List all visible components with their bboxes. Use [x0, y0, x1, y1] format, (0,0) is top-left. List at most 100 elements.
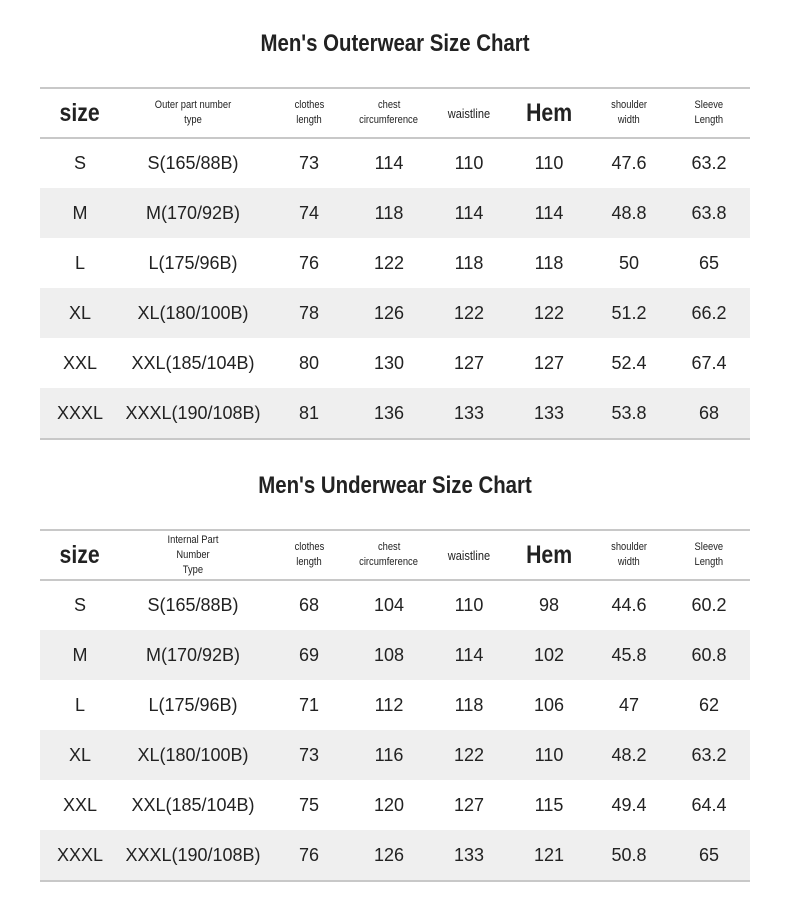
header-text: Outer part number type [154, 99, 232, 126]
data-cell: 68 [298, 594, 320, 615]
data-cell: 76 [298, 844, 320, 865]
header-text: Sleeve [694, 99, 724, 111]
header-text: width [618, 556, 640, 568]
data-cell: 76 [298, 252, 320, 273]
header-cell: size [30, 88, 130, 138]
rule [40, 579, 750, 581]
data-cell: M [72, 202, 88, 223]
data-cell: 114 [454, 202, 484, 223]
header-cell: clothes length [259, 530, 359, 580]
data-cell: 49.4 [611, 794, 647, 815]
data-cell: 68 [698, 402, 720, 423]
data-cell: 110 [454, 594, 484, 615]
data-cell: 116 [374, 744, 404, 765]
data-cell: 64.4 [691, 794, 727, 815]
data-cell: 110 [534, 152, 564, 173]
rule [40, 87, 750, 89]
header-text: clothes [294, 99, 324, 111]
header-cell: clothes length [259, 88, 359, 138]
data-cell: 121 [533, 844, 565, 865]
data-cell: 136 [373, 402, 405, 423]
row-band [40, 188, 750, 238]
header-text: Sleeve [694, 541, 724, 553]
data-cell: XL(180/100B) [137, 744, 249, 765]
header-text: chest [377, 541, 401, 553]
data-cell: 118 [374, 202, 404, 223]
header-cell: Sleeve Length [659, 88, 759, 138]
header-text: Hem [525, 540, 573, 569]
data-cell: XL [68, 302, 92, 323]
data-cell: 108 [373, 644, 405, 665]
data-cell: 110 [534, 744, 564, 765]
header-text: circumference [359, 114, 419, 126]
data-cell: 67.4 [691, 352, 727, 373]
data-cell: 122 [533, 302, 565, 323]
header-cell: Outer part number type [143, 88, 243, 138]
data-cell: 118 [534, 252, 564, 273]
table-title: Men's Outerwear Size Chart [260, 30, 530, 57]
data-cell: 73 [298, 152, 320, 173]
data-cell: 110 [454, 152, 484, 173]
header-text: circumference [359, 556, 419, 568]
data-cell: 73 [298, 744, 320, 765]
header-cell: Hem [499, 530, 599, 580]
data-cell: 69 [298, 644, 320, 665]
data-cell: 62 [698, 694, 720, 715]
data-cell: XXL(185/104B) [131, 352, 255, 373]
header-cell: chest circumference [339, 88, 439, 138]
data-cell: 133 [533, 402, 565, 423]
header-text: clothes [294, 541, 324, 553]
data-cell: XXL(185/104B) [131, 794, 255, 815]
data-cell: 65 [698, 844, 720, 865]
data-cell: S(165/88B) [147, 152, 239, 173]
row-band [40, 630, 750, 680]
data-cell: XL [68, 744, 92, 765]
data-cell: 74 [298, 202, 320, 223]
data-cell: 63.8 [691, 202, 727, 223]
data-cell: 126 [373, 844, 405, 865]
data-cell: 63.2 [691, 744, 727, 765]
header-text: size [59, 98, 101, 127]
data-cell: 71 [298, 694, 320, 715]
header-text: Hem [525, 98, 573, 127]
data-cell: M(170/92B) [145, 202, 241, 223]
header-text: Length [694, 114, 724, 126]
data-cell: 115 [534, 794, 564, 815]
data-cell: 114 [374, 152, 404, 173]
data-cell: 112 [374, 694, 404, 715]
data-cell: 51.2 [611, 302, 647, 323]
data-cell: M(170/92B) [145, 644, 241, 665]
row-band [40, 388, 750, 438]
data-cell: 50 [618, 252, 640, 273]
header-cell: Internal Part Number Type [143, 530, 243, 580]
data-cell: 47.6 [611, 152, 647, 173]
rule [40, 438, 750, 440]
data-cell: 48.2 [611, 744, 647, 765]
header-text: shoulder [611, 99, 647, 111]
data-cell: L [74, 252, 85, 273]
table-title: Men's Underwear Size Chart [258, 472, 532, 499]
data-cell: XXXL(190/108B) [125, 844, 261, 865]
data-cell: 81 [298, 402, 320, 423]
data-cell: 127 [453, 794, 485, 815]
data-cell: 114 [454, 644, 484, 665]
header-text: waistline [447, 105, 491, 121]
header-text: waistline [447, 547, 491, 563]
data-cell: XXXL [56, 844, 104, 865]
header-cell: waistline [419, 88, 519, 138]
data-cell: 63.2 [691, 152, 727, 173]
data-cell: L(175/96B) [148, 694, 238, 715]
data-cell: 78 [298, 302, 320, 323]
data-cell: 45.8 [611, 644, 647, 665]
data-cell: 133 [453, 844, 485, 865]
header-cell: Hem [499, 88, 599, 138]
data-cell: 44.6 [611, 594, 647, 615]
data-cell: 122 [453, 744, 485, 765]
data-cell: XXXL(190/108B) [125, 402, 261, 423]
data-cell: 130 [373, 352, 405, 373]
rule [40, 880, 750, 882]
data-cell: 66.2 [691, 302, 727, 323]
header-cell: shoulder width [579, 530, 679, 580]
data-cell: XXL [62, 352, 98, 373]
